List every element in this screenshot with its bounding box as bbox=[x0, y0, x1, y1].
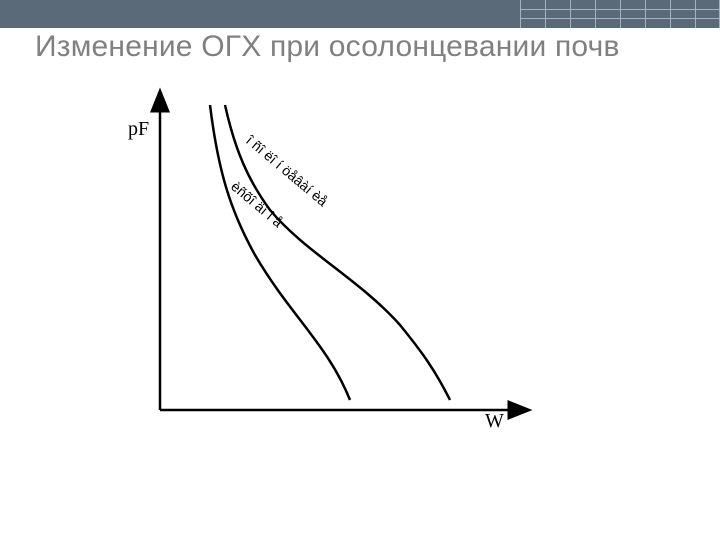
y-axis-label: pF bbox=[128, 118, 149, 141]
x-axis-label: W bbox=[485, 410, 504, 433]
curve-lower-label: èñõî äí î å bbox=[228, 178, 286, 230]
curve-lower bbox=[210, 105, 350, 400]
slide-top-bar bbox=[0, 0, 720, 28]
chart-svg: î ñî ëî í öåâàí èå èñõî äí î å bbox=[90, 100, 550, 440]
slide-title: Изменение ОГХ при осолонцевании почв bbox=[35, 30, 695, 64]
slide-top-bar-grid bbox=[520, 0, 720, 28]
chart-area: pF W î ñî ëî í öåâàí èå èñõî äí î å bbox=[90, 100, 550, 440]
